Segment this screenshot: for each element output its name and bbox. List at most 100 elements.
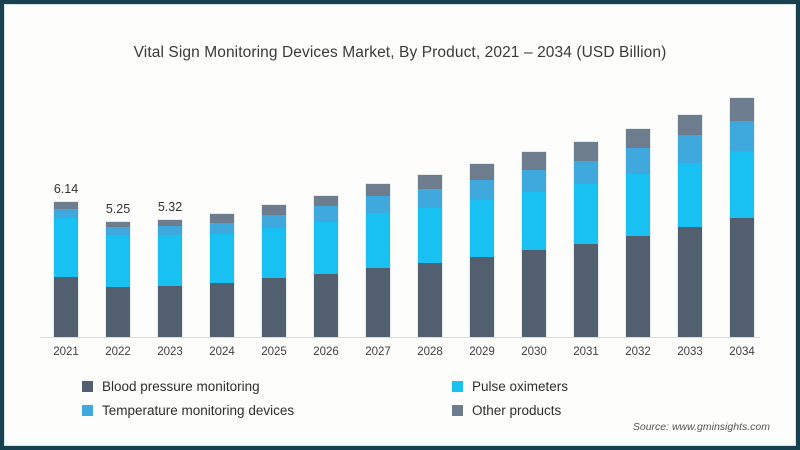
bar-segment-other_products-2027 <box>366 184 390 196</box>
bar-group-2022[interactable]: 5.25 <box>106 84 130 337</box>
bar-segment-pulse_oximeters-2022 <box>106 235 130 287</box>
bar-segment-pulse_oximeters-2034 <box>730 151 754 218</box>
bar-group-2025[interactable] <box>262 84 286 337</box>
bar-segment-other_products-2021 <box>54 201 78 209</box>
legend-swatch-pulse-oximeters <box>452 380 463 392</box>
bar-segment-other_products-2031 <box>574 142 598 161</box>
x-tick-2029: 2029 <box>469 346 495 358</box>
bar-group-2031[interactable] <box>574 84 598 337</box>
x-tick-2033: 2033 <box>677 346 703 358</box>
stacked-bar-2033[interactable] <box>678 114 702 337</box>
bar-segment-other_products-2030 <box>522 152 546 170</box>
bar-segment-temperature-2025 <box>262 214 286 229</box>
x-tick-2032: 2032 <box>625 346 651 358</box>
stacked-bar-2024[interactable] <box>210 213 234 337</box>
bar-group-2029[interactable] <box>470 84 494 337</box>
x-tick-2022: 2022 <box>105 346 131 358</box>
x-tick-2026: 2026 <box>313 346 339 358</box>
bar-segment-pulse_oximeters-2021 <box>54 217 78 278</box>
bar-segment-temperature-2028 <box>418 189 442 208</box>
legend-item-other-products[interactable]: Other products <box>452 403 722 418</box>
bar-segment-other_products-2024 <box>210 213 234 223</box>
x-tick-2021: 2021 <box>53 346 79 358</box>
bar-group-2027[interactable] <box>366 84 390 337</box>
stacked-bar-2028[interactable] <box>418 175 442 337</box>
x-tick-2028: 2028 <box>417 346 443 358</box>
x-axis-labels: 2021 2022 2023 2024 2025 2026 2027 2028 2029 2030… <box>40 340 768 362</box>
bar-group-2034[interactable] <box>730 84 754 337</box>
bar-segment-blood_pressure-2029 <box>470 256 494 337</box>
stacked-bar-2021[interactable] <box>54 201 78 337</box>
bar-segment-temperature-2027 <box>366 195 390 214</box>
stacked-bar-2029[interactable] <box>470 164 494 337</box>
bar-segment-temperature-2021 <box>54 208 78 218</box>
bar-segment-temperature-2033 <box>678 135 702 164</box>
bar-segment-other_products-2033 <box>678 114 702 136</box>
bar-group-2021[interactable]: 6.14 <box>54 84 78 337</box>
bar-value-label-2022: 5.25 <box>105 201 131 216</box>
bar-segment-blood_pressure-2034 <box>730 217 754 337</box>
bar-segment-other_products-2029 <box>470 164 494 180</box>
x-tick-2027: 2027 <box>365 346 391 358</box>
legend-item-blood-pressure-monitoring[interactable]: Blood pressure monitoring <box>82 379 452 394</box>
bar-segment-blood_pressure-2031 <box>574 244 598 337</box>
bar-segment-pulse_oximeters-2026 <box>314 221 338 275</box>
bar-segment-blood_pressure-2033 <box>678 227 702 337</box>
plot-area: 6.14 5.25 5.32 <box>40 84 768 337</box>
bar-group-2030[interactable] <box>522 84 546 337</box>
stacked-bar-2031[interactable] <box>574 142 598 337</box>
stacked-bar-2027[interactable] <box>366 184 390 337</box>
bar-group-2024[interactable] <box>210 84 234 337</box>
bar-group-2028[interactable] <box>418 84 442 337</box>
bar-segment-pulse_oximeters-2033 <box>678 163 702 228</box>
bar-segment-other_products-2025 <box>262 205 286 215</box>
bar-segment-temperature-2032 <box>626 148 650 175</box>
bar-segment-temperature-2034 <box>730 120 754 152</box>
bar-value-label-2023: 5.32 <box>157 199 183 214</box>
bar-segment-blood_pressure-2028 <box>418 263 442 337</box>
bar-segment-temperature-2024 <box>210 222 234 235</box>
bar-segment-temperature-2022 <box>106 226 130 236</box>
x-tick-2024: 2024 <box>209 346 235 358</box>
bar-segment-other_products-2023 <box>158 219 182 227</box>
stacked-bar-2022[interactable] <box>106 221 130 337</box>
bar-segment-blood_pressure-2027 <box>366 267 390 337</box>
legend-item-temperature-monitoring-devices[interactable]: Temperature monitoring devices <box>82 403 452 418</box>
bar-segment-other_products-2028 <box>418 175 442 190</box>
bar-segment-pulse_oximeters-2028 <box>418 207 442 264</box>
stacked-bar-2026[interactable] <box>314 196 338 337</box>
bar-segment-temperature-2029 <box>470 179 494 201</box>
stacked-bar-2032[interactable] <box>626 129 650 337</box>
stacked-bar-2025[interactable] <box>262 205 286 337</box>
legend-label-blood-pressure-monitoring: Blood pressure monitoring <box>102 378 260 394</box>
bar-segment-blood_pressure-2032 <box>626 236 650 337</box>
stacked-bar-2030[interactable] <box>522 152 546 337</box>
bar-segment-other_products-2034 <box>730 98 754 121</box>
legend-swatch-temperature-monitoring-devices <box>82 404 93 416</box>
chart-title: Vital Sign Monitoring Devices Market, By… <box>133 44 667 61</box>
legend-swatch-other-products <box>452 404 463 416</box>
bar-segment-temperature-2031 <box>574 160 598 185</box>
bar-group-2026[interactable] <box>314 84 338 337</box>
bar-group-2032[interactable] <box>626 84 650 337</box>
legend-item-pulse-oximeters[interactable]: Pulse oximeters <box>452 379 722 394</box>
x-tick-2031: 2031 <box>573 346 599 358</box>
bar-segment-blood_pressure-2024 <box>210 282 234 337</box>
stacked-bar-2023[interactable] <box>158 219 182 337</box>
bar-segment-other_products-2022 <box>106 221 130 227</box>
x-tick-2025: 2025 <box>261 346 287 358</box>
bar-segment-pulse_oximeters-2024 <box>210 234 234 283</box>
bar-segment-temperature-2023 <box>158 226 182 236</box>
legend-label-temperature-monitoring-devices: Temperature monitoring devices <box>102 402 295 418</box>
stacked-bar-2034[interactable] <box>730 98 754 337</box>
chart-legend: Blood pressure monitoring Pulse oximeter… <box>82 374 722 422</box>
bar-segment-blood_pressure-2021 <box>54 277 78 337</box>
bar-group-2033[interactable] <box>678 84 702 337</box>
bar-segment-blood_pressure-2026 <box>314 274 338 337</box>
bar-segment-other_products-2032 <box>626 129 650 149</box>
bar-segment-temperature-2026 <box>314 206 338 222</box>
bar-segment-pulse_oximeters-2030 <box>522 191 546 251</box>
bar-segment-pulse_oximeters-2029 <box>470 200 494 257</box>
bar-group-2023[interactable]: 5.32 <box>158 84 182 337</box>
